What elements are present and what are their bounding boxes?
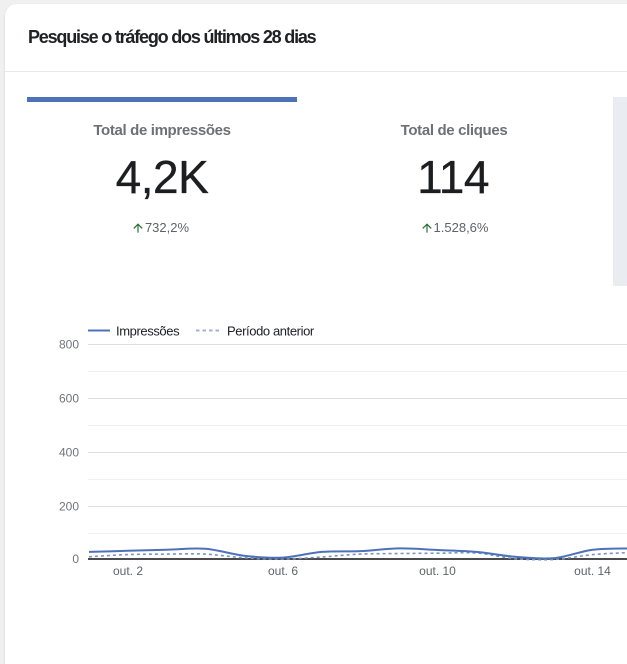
svg-text:Período anterior: Período anterior: [227, 324, 315, 339]
svg-text:out. 6: out. 6: [268, 564, 298, 578]
svg-text:Impressões: Impressões: [116, 324, 180, 339]
svg-text:0: 0: [72, 552, 79, 566]
svg-text:600: 600: [59, 392, 79, 406]
svg-text:800: 800: [59, 338, 79, 352]
svg-text:400: 400: [59, 446, 79, 460]
svg-text:out. 2: out. 2: [113, 564, 143, 578]
svg-text:out. 10: out. 10: [419, 564, 456, 578]
svg-text:200: 200: [59, 500, 79, 514]
svg-text:out. 14: out. 14: [574, 564, 611, 578]
